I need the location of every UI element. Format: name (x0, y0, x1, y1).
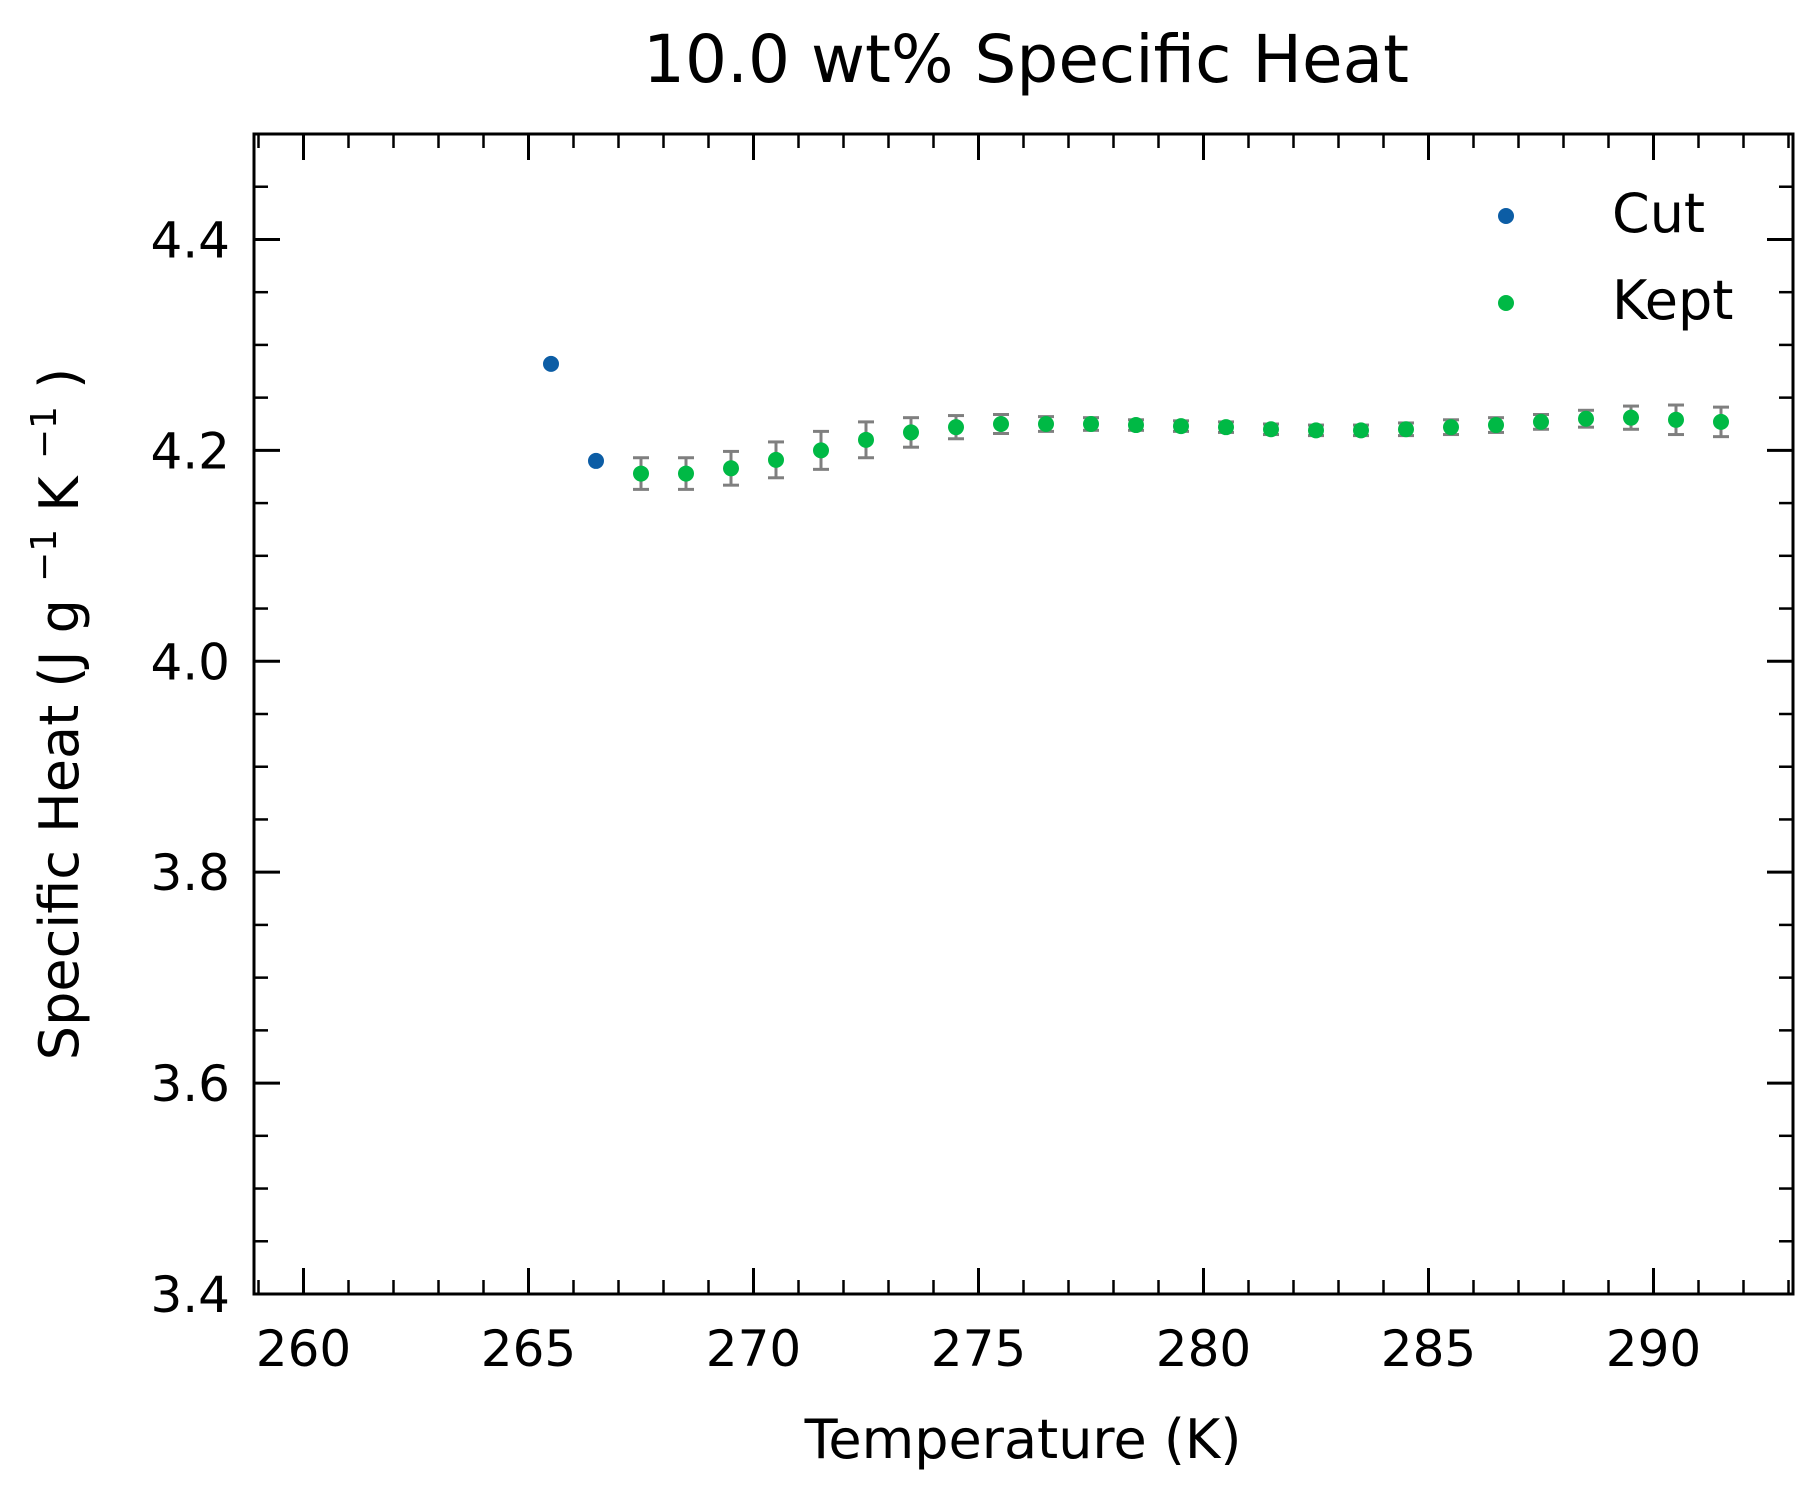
point-kept (678, 465, 694, 482)
x-tick-label: 290 (1606, 1320, 1701, 1378)
point-kept (1038, 416, 1054, 432)
y-tick-label: 4.2 (150, 422, 230, 480)
y-axis-label-part: K (28, 475, 91, 512)
y-axis-label-sup: −1 (24, 529, 65, 582)
point-cut (588, 452, 604, 469)
y-tick-label: 4.0 (150, 633, 230, 691)
point-kept (1488, 417, 1504, 434)
point-kept (1668, 411, 1684, 428)
tick-labels: 260 265 270 275 280 285 290 3.4 3.6 3.8 4.0 4.2 4.4 (150, 211, 1701, 1378)
plot-frame (252, 132, 1795, 1296)
point-kept (1083, 416, 1099, 432)
point-kept (1308, 422, 1324, 439)
point-kept (768, 451, 784, 468)
point-kept (633, 465, 649, 482)
point-kept (903, 424, 919, 441)
point-kept (1443, 419, 1459, 436)
x-tick-label: 270 (706, 1320, 801, 1378)
point-kept (1713, 413, 1729, 430)
point-kept (948, 419, 964, 436)
plot-area (543, 355, 1729, 491)
y-tick-label: 3.4 (150, 1266, 230, 1324)
point-kept (723, 460, 739, 477)
point-kept (1398, 421, 1414, 438)
y-axis-label-part: Specific Heat (J g (28, 599, 91, 1060)
chart-title: 10.0 wt% Specific Heat (643, 21, 1409, 98)
x-tick-label: 285 (1381, 1320, 1476, 1378)
legend-label-kept: Kept (1612, 269, 1733, 332)
x-tick-label: 275 (931, 1320, 1026, 1378)
y-axis-label-sup: −1 (24, 406, 65, 459)
point-kept (1218, 419, 1234, 436)
point-kept (1578, 410, 1594, 427)
point-cut (543, 355, 559, 372)
x-axis-label: Temperature (K) (804, 1408, 1242, 1471)
y-axis-label-part: ) (28, 368, 91, 389)
y-tick-label: 4.4 (150, 211, 230, 269)
point-kept (1263, 421, 1279, 438)
point-kept (1533, 413, 1549, 430)
point-kept (1173, 418, 1189, 435)
point-kept (1128, 417, 1144, 434)
point-kept (1353, 422, 1369, 439)
point-kept (993, 416, 1009, 432)
point-kept (1623, 409, 1639, 426)
y-axis-label: Specific Heat (J g −1 K −1 ) (6, 368, 91, 1060)
y-tick-label: 3.8 (150, 844, 230, 902)
legend-marker-cut (1498, 208, 1514, 224)
legend-label-cut: Cut (1612, 182, 1705, 245)
x-tick-label: 260 (256, 1320, 351, 1378)
y-tick-label: 3.6 (150, 1055, 230, 1113)
point-kept (813, 442, 829, 459)
legend-marker-kept (1498, 295, 1514, 311)
x-tick-label: 280 (1156, 1320, 1251, 1378)
axis-ticks (254, 132, 1793, 1296)
legend: Cut Kept (1498, 182, 1733, 332)
point-kept (858, 431, 874, 448)
x-tick-label: 265 (481, 1320, 576, 1378)
